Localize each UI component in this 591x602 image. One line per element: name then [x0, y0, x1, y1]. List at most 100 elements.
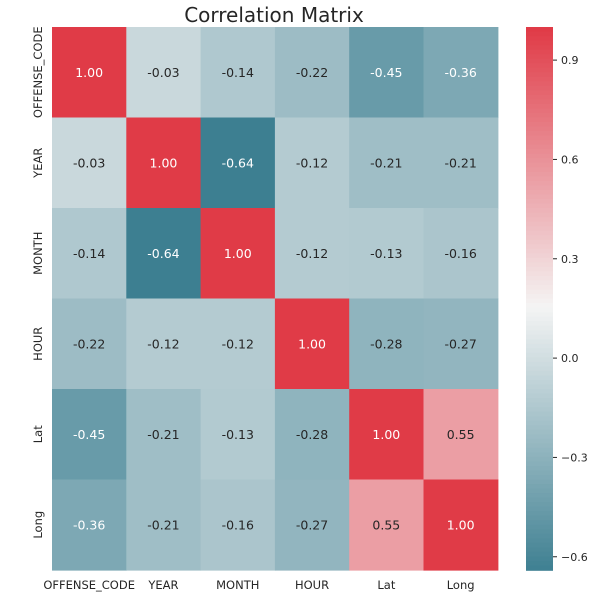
colorbar-segment-42	[526, 217, 553, 223]
cell-value-0-0: 1.00	[75, 65, 103, 80]
cell-value-4-2: -0.13	[222, 427, 254, 442]
heatmap-cell-2-2	[200, 208, 276, 300]
colorbar-segment-106	[526, 506, 553, 512]
cell-value-5-0: -0.36	[73, 517, 105, 532]
colorbar-segment-74	[526, 361, 553, 368]
colorbar-segment-63	[526, 312, 553, 318]
colorbar-segment-117	[526, 556, 553, 562]
colorbar-segment-111	[526, 529, 553, 535]
colorbar-segment-84	[526, 407, 553, 413]
colorbar-segment-1	[526, 31, 553, 37]
colorbar-segment-86	[526, 416, 553, 422]
heatmap-cell-0-4	[349, 27, 425, 119]
colorbar-segment-118	[526, 560, 553, 567]
colorbar-segment-29	[526, 158, 553, 164]
colorbar-segment-93	[526, 447, 553, 454]
colorbar-segment-20	[526, 117, 553, 123]
colorbar-segment-10	[526, 72, 553, 78]
colorbar: 0.9 0.6 0.3 0.0 −0.3 −0.6	[526, 27, 588, 571]
cell-value-1-3: -0.12	[296, 155, 328, 170]
colorbar-segment-23	[526, 131, 553, 137]
colorbar-segment-90	[526, 434, 553, 440]
heatmap-cell-4-2	[200, 389, 276, 481]
colorbar-segment-88	[526, 425, 553, 431]
colorbar-segment-5	[526, 49, 553, 55]
colorbar-segment-98	[526, 470, 553, 476]
colorbar-segment-91	[526, 438, 553, 445]
heatmap-cell-4-3	[274, 389, 350, 481]
y-axis-tick-labels: OFFENSE_CODE YEAR MONTH HOUR Lat Long	[31, 26, 45, 538]
colorbar-segment-18	[526, 108, 553, 114]
cell-value-1-5: -0.21	[444, 155, 476, 170]
cell-value-3-5: -0.27	[444, 336, 476, 351]
x-tick-label-5: Long	[447, 578, 475, 592]
heatmap-cells: 1.00 -0.03 -0.14 -0.22 -0.45 -0.36 -0.03 1.00 -0…	[52, 27, 499, 571]
colorbar-segment-77	[526, 375, 553, 381]
colorbar-segment-78	[526, 379, 553, 386]
cell-value-1-4: -0.21	[370, 155, 402, 170]
colorbar-segment-37	[526, 194, 553, 200]
colorbar-segment-72	[526, 352, 553, 359]
heatmap-cell-0-2	[200, 27, 276, 119]
colorbar-segment-103	[526, 493, 553, 499]
colorbar-segment-119	[526, 565, 553, 571]
colorbar-segment-83	[526, 402, 553, 408]
heatmap-cell-2-5	[423, 208, 499, 300]
colorbar-segment-94	[526, 452, 553, 458]
colorbar-segment-81	[526, 393, 553, 399]
colorbar-segment-79	[526, 384, 553, 390]
heatmap-cell-4-4	[349, 389, 425, 481]
colorbar-tick-label-3: 0.0	[561, 352, 579, 365]
cell-value-2-0: -0.14	[73, 246, 105, 261]
colorbar-segment-46	[526, 235, 553, 241]
colorbar-segment-12	[526, 81, 553, 87]
heatmap-cell-5-5	[423, 479, 499, 571]
colorbar-segment-43	[526, 221, 553, 227]
cell-value-3-0: -0.22	[73, 336, 105, 351]
y-tick-label-1: YEAR	[31, 148, 45, 179]
colorbar-segment-66	[526, 325, 553, 331]
colorbar-segment-9	[526, 67, 553, 74]
colorbar-segment-62	[526, 307, 553, 313]
colorbar-segment-52	[526, 262, 553, 268]
colorbar-segment-71	[526, 348, 553, 354]
colorbar-segment-47	[526, 239, 553, 246]
heatmap-cell-1-1	[126, 117, 202, 209]
colorbar-segment-114	[526, 542, 553, 549]
heatmap-cell-3-1	[126, 298, 202, 390]
colorbar-segment-19	[526, 112, 553, 119]
colorbar-segment-36	[526, 189, 553, 196]
colorbar-segment-35	[526, 185, 553, 191]
colorbar-segment-30	[526, 162, 553, 169]
y-tick-label-0: OFFENSE_CODE	[31, 26, 45, 118]
heatmap-cell-5-2	[200, 479, 276, 571]
heatmap-cell-1-0	[52, 117, 127, 209]
colorbar-segment-0	[526, 27, 553, 33]
colorbar-segment-64	[526, 316, 553, 322]
cell-value-4-4: 1.00	[372, 427, 400, 442]
cell-value-0-3: -0.22	[296, 65, 328, 80]
colorbar-tick-label-1: 0.6	[561, 153, 579, 166]
colorbar-segment-14	[526, 90, 553, 96]
colorbar-segment-45	[526, 230, 553, 236]
colorbar-segment-68	[526, 334, 553, 341]
colorbar-segment-67	[526, 330, 553, 336]
cell-value-2-2: 1.00	[224, 246, 252, 261]
colorbar-segment-104	[526, 497, 553, 503]
heatmap-cell-1-3	[274, 117, 350, 209]
heatmap-cell-2-4	[349, 208, 425, 300]
heatmap-cell-2-3	[274, 208, 350, 300]
cell-value-0-4: -0.45	[370, 65, 402, 80]
colorbar-tick-label-5: −0.6	[561, 551, 588, 564]
colorbar-segment-33	[526, 176, 553, 182]
y-tick-label-4: Lat	[31, 425, 45, 443]
heatmap-cell-1-5	[423, 117, 499, 209]
colorbar-segment-24	[526, 135, 553, 141]
colorbar-tick-label-4: −0.3	[561, 451, 588, 464]
cell-value-5-1: -0.21	[147, 517, 179, 532]
colorbar-segment-51	[526, 257, 553, 264]
colorbar-segment-34	[526, 180, 553, 187]
heatmap-cell-0-5	[423, 27, 499, 119]
colorbar-segment-11	[526, 76, 553, 83]
